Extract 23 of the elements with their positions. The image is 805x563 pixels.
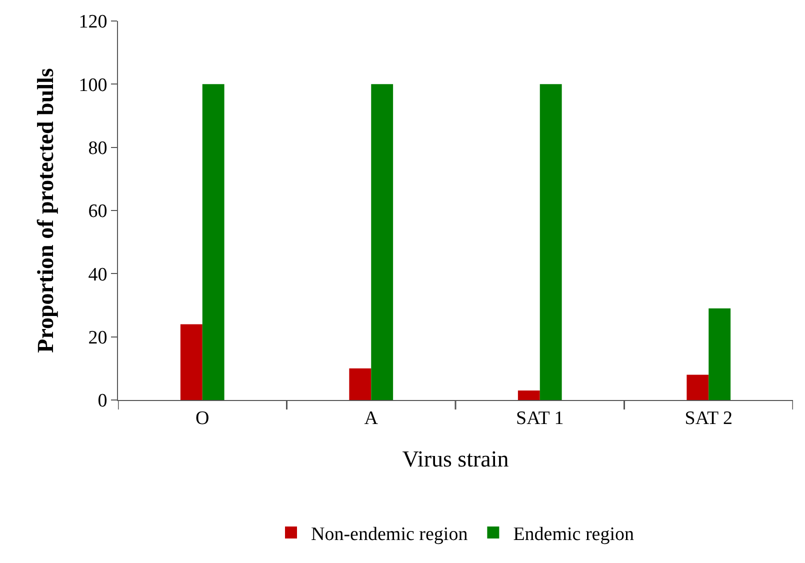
y-tick-label: 100 xyxy=(78,74,108,96)
bar xyxy=(371,84,394,400)
bar xyxy=(540,84,562,400)
bar xyxy=(349,368,372,400)
bar xyxy=(518,390,540,400)
bar xyxy=(686,374,709,400)
bar xyxy=(202,84,224,400)
x-tick-label: SAT 1 xyxy=(516,408,564,429)
x-tick-label: SAT 2 xyxy=(684,408,732,429)
y-tick-label: 40 xyxy=(88,264,108,286)
y-tick-label: 60 xyxy=(88,201,108,222)
bar xyxy=(180,324,202,400)
y-tick-label: 20 xyxy=(88,327,108,348)
x-axis-title: Virus strain xyxy=(402,446,510,472)
legend-label: Non-endemic region xyxy=(311,524,468,545)
legend-label: Endemic region xyxy=(513,524,635,545)
x-tick-label: A xyxy=(364,408,378,429)
bar xyxy=(708,308,731,400)
y-tick-label: 120 xyxy=(78,12,108,33)
y-tick-label: 80 xyxy=(88,138,108,159)
y-axis-title: Proportion of protected bulls xyxy=(33,68,58,353)
y-tick-label: 0 xyxy=(98,390,108,412)
x-tick-label: O xyxy=(196,408,210,429)
